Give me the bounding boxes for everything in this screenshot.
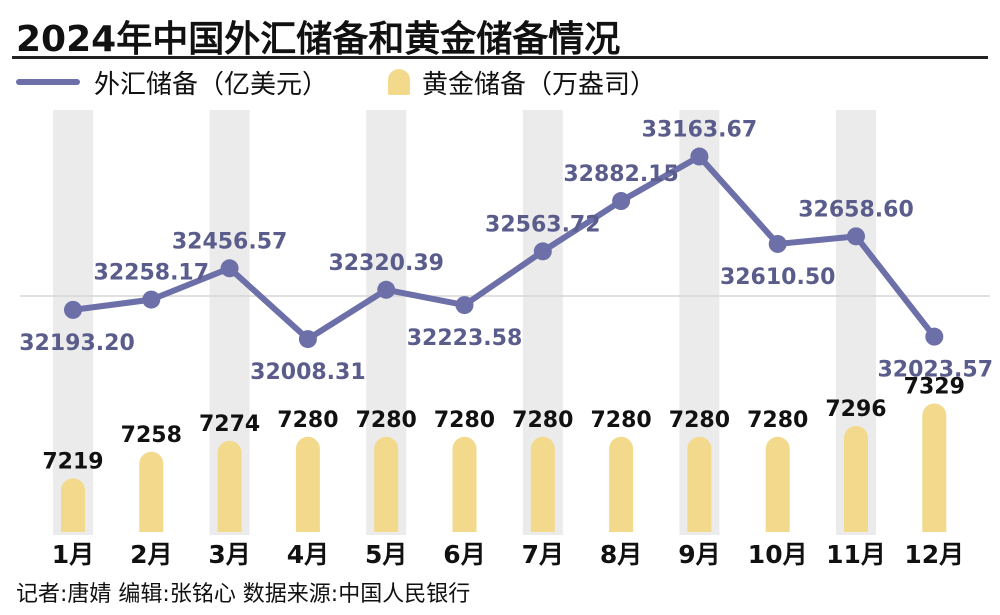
gold-value-label: 7280 — [277, 408, 338, 433]
forex-point — [455, 296, 474, 315]
legend: 外汇储备（亿美元） 黄金储备（万盎司） — [16, 64, 656, 100]
forex-value-label: 32610.50 — [720, 265, 836, 290]
forex-point — [847, 227, 865, 246]
gold-value-label: 7280 — [356, 408, 417, 433]
gold-bar — [687, 436, 712, 532]
gold-bar — [530, 436, 555, 532]
gold-bar — [217, 440, 242, 532]
forex-point — [925, 327, 944, 346]
forex-value-label: 32193.20 — [19, 331, 135, 356]
legend-gold-swatch — [388, 69, 411, 95]
month-label: 8月 — [600, 540, 642, 569]
gold-bar — [844, 425, 868, 532]
forex-value-label: 32258.17 — [94, 261, 210, 286]
gold-bar — [452, 436, 477, 532]
legend-forex-label: 外汇储备（亿美元） — [94, 69, 329, 100]
gold-value-label: 7274 — [199, 412, 260, 437]
gold-value-label: 7296 — [825, 397, 886, 422]
legend-forex-swatch — [16, 79, 80, 85]
title-divider — [12, 56, 988, 59]
month-label: 10月 — [748, 540, 808, 569]
forex-point — [64, 300, 82, 319]
credit-line: 记者:唐婧 编辑:张铭心 数据来源:中国人民银行 — [16, 582, 471, 607]
gold-value-label: 7280 — [669, 408, 730, 433]
forex-point — [768, 234, 787, 253]
gold-bar — [609, 436, 634, 532]
forex-point — [690, 147, 709, 166]
gold-value-label: 7280 — [590, 408, 651, 433]
forex-value-label: 32563.72 — [485, 212, 601, 237]
gold-bar — [765, 436, 790, 532]
month-label: 12月 — [904, 540, 964, 569]
month-label: 9月 — [678, 540, 720, 569]
chart-title: 2024年中国外汇储备和黄金储备情况 — [16, 19, 621, 60]
forex-point — [533, 242, 552, 261]
gold-bar — [922, 403, 947, 532]
gold-value-label: 7219 — [42, 449, 103, 474]
month-label: 4月 — [287, 540, 329, 569]
legend-gold-label: 黄金储备（万盎司） — [422, 69, 657, 100]
gold-value-label: 7280 — [434, 408, 495, 433]
month-label: 2月 — [130, 540, 172, 569]
forex-value-label: 32223.58 — [407, 326, 523, 351]
forex-point — [142, 290, 161, 309]
gold-value-label: 7258 — [121, 423, 182, 448]
forex-value-label: 33163.67 — [642, 118, 758, 143]
forex-value-label: 32658.60 — [798, 197, 914, 222]
forex-value-label: 32320.39 — [328, 251, 444, 276]
month-label: 5月 — [365, 540, 407, 569]
gold-bar — [295, 436, 320, 532]
forex-point — [377, 280, 396, 299]
month-label: 3月 — [208, 540, 250, 569]
gold-value-label: 7280 — [747, 408, 808, 433]
forex-line — [70, 153, 938, 343]
forex-point — [612, 192, 631, 211]
forex-value-label: 32008.31 — [250, 360, 366, 385]
month-band — [53, 110, 93, 535]
forex-value-label: 32023.57 — [877, 358, 993, 383]
gold-value-label: 7280 — [512, 408, 573, 433]
gold-bar — [374, 436, 399, 532]
gold-value-label: 7329 — [904, 374, 965, 399]
forex-value-label: 32882.15 — [563, 162, 679, 187]
month-label: 11月 — [826, 540, 886, 569]
forex-value-label: 32456.57 — [172, 229, 288, 254]
forex-point — [220, 259, 239, 278]
gold-bar — [61, 478, 85, 532]
forex-point — [298, 330, 317, 349]
month-label: 6月 — [443, 540, 485, 569]
gold-bar — [139, 451, 164, 532]
month-label: 1月 — [52, 540, 94, 569]
month-label: 7月 — [522, 540, 564, 569]
